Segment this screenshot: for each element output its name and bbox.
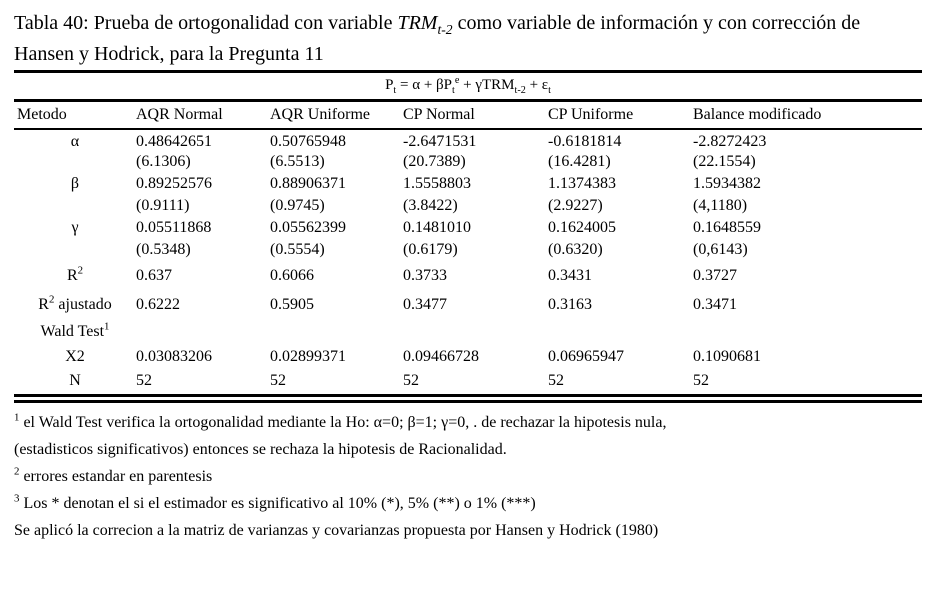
cell: 0.02899371 — [270, 347, 346, 365]
table-row: α 0.48642651 0.50765948 -2.6471531 -0.618181… — [14, 129, 922, 151]
cell: (0,6143) — [693, 241, 748, 258]
cell: 1.5558803 — [403, 175, 471, 192]
cell: 0.5905 — [270, 295, 314, 313]
row-label — [14, 195, 136, 217]
row-label: β — [70, 175, 80, 192]
cell: 0.88906371 — [270, 175, 346, 192]
table-row: (0.9111) (0.9745) (3.8422) (2.9227) (4,1180) — [14, 195, 922, 217]
cell: (16.4281) — [548, 153, 611, 170]
cell: 0.637 — [136, 266, 172, 284]
cell: (6.5513) — [270, 153, 325, 170]
cell: (0.5554) — [270, 241, 325, 258]
table-row: N 52 52 52 52 52 — [14, 369, 922, 392]
cell: 52 — [548, 371, 564, 389]
cell: 0.1648559 — [693, 219, 761, 236]
document-page: Tabla 40: Prueba de ortogonalidad con va… — [14, 12, 922, 544]
cell — [693, 319, 922, 344]
column-header-metodo: Metodo — [14, 102, 136, 130]
cell: 0.3733 — [403, 266, 447, 284]
cell: 0.6066 — [270, 266, 314, 284]
cell: 52 — [136, 371, 152, 389]
cell: (3.8422) — [403, 197, 458, 214]
footnote: (estadisticos significativos) entonces s… — [14, 441, 507, 458]
cell: 0.3727 — [693, 266, 737, 284]
row-label — [14, 239, 136, 261]
cell: (22.1554) — [693, 153, 756, 170]
cell — [548, 319, 693, 344]
cell: 0.3431 — [548, 266, 592, 284]
cell: -2.6471531 — [403, 133, 477, 150]
table-row: (6.1306) (6.5513) (20.7389) (16.4281) (22.15… — [14, 151, 922, 173]
cell: (20.7389) — [403, 153, 466, 170]
cell: 0.89252576 — [136, 175, 212, 192]
cell: 52 — [270, 371, 286, 389]
title-rule — [14, 70, 922, 73]
cell: (4,1180) — [693, 197, 748, 214]
cell: 1.1374383 — [548, 175, 616, 192]
row-label: α — [70, 133, 80, 150]
cell: 0.1090681 — [693, 347, 761, 365]
cell: 0.50765948 — [270, 133, 346, 150]
cell: 0.1624005 — [548, 219, 616, 236]
row-label: Wald Test1 — [40, 320, 110, 340]
column-header-cp-uniforme: CP Uniforme — [548, 102, 693, 130]
table-row: X2 0.03083206 0.02899371 0.09466728 0.069659… — [14, 344, 922, 369]
column-header-aqr-normal: AQR Normal — [136, 102, 270, 130]
cell — [136, 319, 270, 344]
column-header-cp-normal: CP Normal — [403, 102, 548, 130]
cell: 52 — [403, 371, 419, 389]
cell: 0.48642651 — [136, 133, 212, 150]
cell: (0.9745) — [270, 197, 325, 214]
equation-rule — [14, 99, 922, 102]
cell: 1.5934382 — [693, 175, 761, 192]
row-label — [14, 151, 136, 173]
row-label: X2 — [65, 347, 85, 365]
column-header-balance-modificado: Balance modificado — [693, 102, 922, 130]
column-header-aqr-uniforme: AQR Uniforme — [270, 102, 403, 130]
cell: 0.3471 — [693, 295, 737, 313]
cell: (0.9111) — [136, 197, 190, 214]
cell: 0.03083206 — [136, 347, 212, 365]
table-row: R2 ajustado 0.6222 0.5905 0.3477 0.3163 0.347… — [14, 290, 922, 319]
results-table: Metodo AQR Normal AQR Uniforme CP Normal… — [14, 102, 922, 392]
cell: 0.05511868 — [136, 219, 212, 236]
cell: 0.1481010 — [403, 219, 471, 236]
header-row: Metodo AQR Normal AQR Uniforme CP Normal… — [14, 102, 922, 130]
footnote: 3 Los * denotan el si el estimador es si… — [14, 492, 536, 512]
footnote: 2 errores estandar en parentesis — [14, 465, 213, 485]
table-body: α 0.48642651 0.50765948 -2.6471531 -0.618181… — [14, 129, 922, 392]
cell: 0.3477 — [403, 295, 447, 313]
cell: 0.09466728 — [403, 347, 479, 365]
cell — [403, 319, 548, 344]
footnotes: 1 el Wald Test verifica la ortogonalidad… — [14, 403, 922, 544]
cell: (0.6320) — [548, 241, 603, 258]
table-row: (0.5348) (0.5554) (0.6179) (0.6320) (0,6143) — [14, 239, 922, 261]
row-label: R2 ajustado — [38, 293, 112, 313]
cell: -0.6181814 — [548, 133, 622, 150]
cell: (0.5348) — [136, 241, 191, 258]
table-row: γ 0.05511868 0.05562399 0.1481010 0.1624005 0… — [14, 217, 922, 239]
cell: 52 — [693, 371, 709, 389]
cell: 0.05562399 — [270, 219, 346, 236]
cell — [270, 319, 403, 344]
table-title: Tabla 40: Prueba de ortogonalidad con va… — [14, 12, 861, 65]
row-label: R2 — [66, 264, 84, 284]
cell: 0.06965947 — [548, 347, 624, 365]
footnote: Se aplicó la correcion a la matriz de va… — [14, 522, 659, 539]
table-row: Wald Test1 — [14, 319, 922, 344]
table-row: β 0.89252576 0.88906371 1.5558803 1.1374383 1… — [14, 173, 922, 195]
cell: 0.6222 — [136, 295, 180, 313]
cell: (0.6179) — [403, 241, 458, 258]
row-label: N — [69, 371, 81, 389]
footnote: 1 el Wald Test verifica la ortogonalidad… — [14, 411, 667, 431]
table-bottom-rule — [14, 394, 922, 403]
cell: (6.1306) — [136, 153, 191, 170]
row-label: γ — [71, 219, 79, 236]
model-equation: Pt = α + βPte + γTRMt-2 + εt — [385, 75, 551, 96]
cell: (2.9227) — [548, 197, 603, 214]
cell: 0.3163 — [548, 295, 592, 313]
cell: -2.8272423 — [693, 133, 767, 150]
table-row: R2 0.637 0.6066 0.3733 0.3431 0.3727 — [14, 261, 922, 290]
